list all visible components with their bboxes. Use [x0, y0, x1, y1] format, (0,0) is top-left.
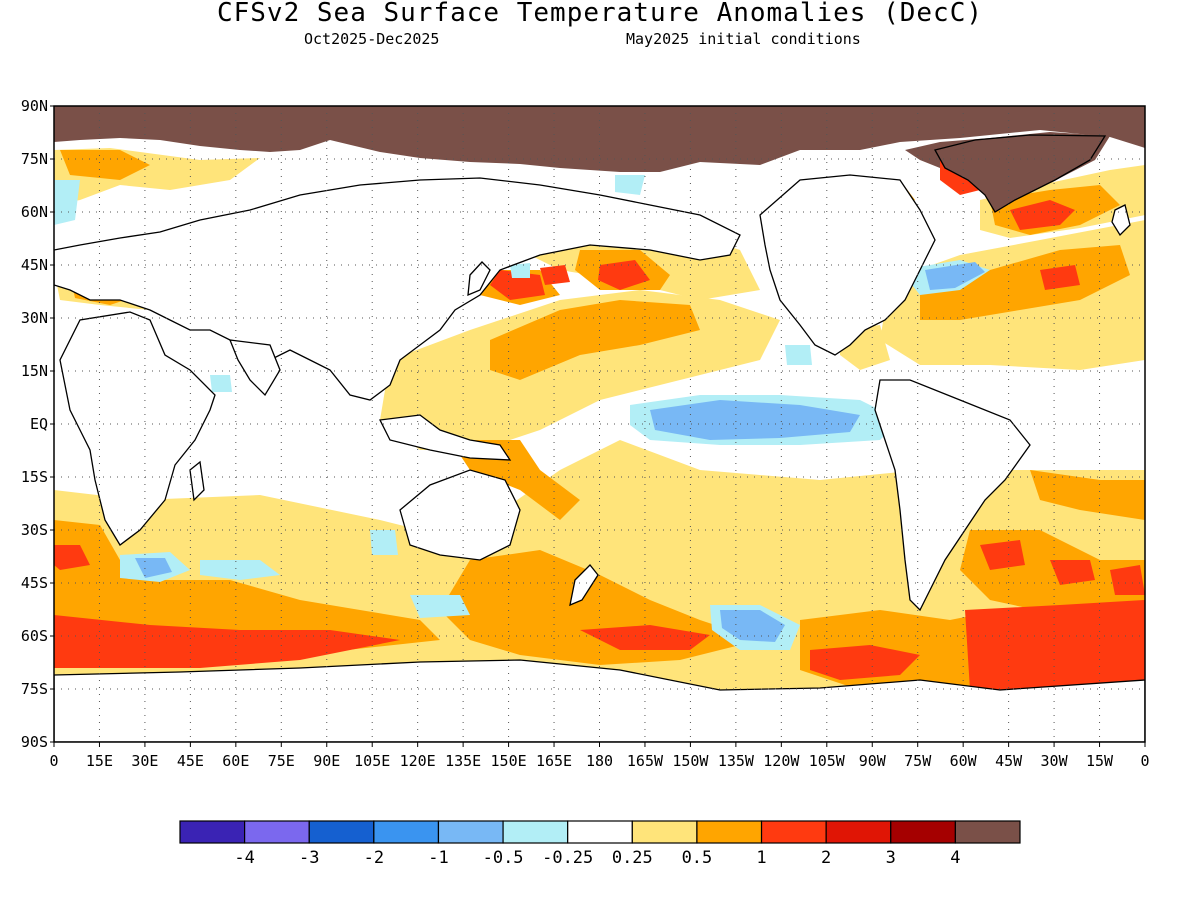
lon-tick-label: 75W	[904, 752, 932, 770]
colorbar-tick-label: -1	[428, 848, 448, 868]
lat-tick-label: 15N	[21, 362, 48, 380]
lon-tick-label: 60W	[950, 752, 978, 770]
colorbar-swatch	[308, 820, 375, 844]
lon-tick-label: 90W	[859, 752, 887, 770]
colorbar-swatch	[760, 820, 827, 844]
lon-tick-label: 105E	[354, 752, 390, 770]
init-subtitle: May2025 initial conditions	[626, 30, 861, 48]
lon-tick-label: 135W	[718, 752, 755, 770]
lon-tick-label: 165E	[536, 752, 572, 770]
lon-tick-label: 45W	[995, 752, 1023, 770]
lat-tick-label: 45N	[21, 256, 48, 274]
lon-tick-label: 30E	[131, 752, 158, 770]
latitude-labels: 90N 75N 60N 45N 30N 15N EQ 15S 30S 45S 60S 75S 90S	[21, 97, 54, 751]
colorbar-tick-label: 0.25	[612, 848, 653, 868]
colorbar-swatch	[825, 820, 892, 844]
colorbar-swatch	[890, 820, 956, 844]
colorbar: -4 -3 -2 -1 -0.5 -0.25 0.25 0.5 1 2 3 4	[179, 820, 1021, 868]
australia-land	[399, 469, 521, 561]
colorbar-tick-label: -0.25	[542, 848, 593, 868]
lat-tick-label: 60N	[21, 203, 48, 221]
lon-tick-label: 105W	[809, 752, 846, 770]
lon-tick-label: 45E	[177, 752, 204, 770]
eurasia-land	[54, 177, 741, 401]
lon-tick-label: 150E	[491, 752, 527, 770]
colorbar-tick-label: 2	[821, 848, 831, 868]
colorbar-tick-label: -3	[299, 848, 319, 868]
colorbar-swatch	[954, 820, 1021, 844]
lon-tick-label: 0	[1140, 752, 1149, 770]
colorbar-swatch	[244, 820, 310, 844]
lat-tick-label: 45S	[21, 574, 48, 592]
lon-tick-label: 60E	[222, 752, 249, 770]
colorbar-tick-label: 1	[756, 848, 766, 868]
lon-tick-label: 150W	[672, 752, 709, 770]
cool-anomalies	[54, 175, 990, 650]
lat-tick-label: 60S	[21, 627, 48, 645]
greenland-outline	[934, 134, 1107, 213]
colorbar-tick-label: 0.5	[682, 848, 713, 868]
lat-tick-label: 90N	[21, 97, 48, 115]
colorbar-swatch	[502, 820, 569, 844]
lat-tick-label: 90S	[21, 733, 48, 751]
graticule	[54, 106, 1145, 742]
japan-land	[467, 261, 491, 297]
colorbar-tick-label: -4	[234, 848, 254, 868]
colorbar-swatch	[179, 820, 246, 844]
colorbar-tick-label: 3	[886, 848, 896, 868]
lon-tick-label: 120E	[400, 752, 436, 770]
lon-tick-label: 15E	[86, 752, 113, 770]
africa-land	[59, 311, 216, 546]
lat-tick-label: 30N	[21, 309, 48, 327]
lat-tick-label: EQ	[30, 415, 48, 433]
lon-tick-label: 165W	[627, 752, 664, 770]
colorbar-swatch	[696, 820, 763, 844]
period-subtitle: Oct2025-Dec2025	[304, 30, 440, 48]
india-land	[228, 339, 281, 397]
colorbar-swatch	[567, 820, 633, 844]
lon-tick-label: 0	[49, 752, 58, 770]
lon-tick-label: 30W	[1041, 752, 1069, 770]
arctic-ice-mask	[54, 106, 1145, 172]
chart-title: CFSv2 Sea Surface Temperature Anomalies …	[216, 0, 984, 28]
colorbar-swatch	[437, 820, 504, 844]
lon-tick-label: 75E	[268, 752, 295, 770]
colorbar-tick-label: 4	[950, 848, 960, 868]
lon-tick-label: 15W	[1086, 752, 1114, 770]
lat-tick-label: 75N	[21, 150, 48, 168]
lon-tick-label: 135E	[445, 752, 481, 770]
colorbar-swatch	[373, 820, 440, 844]
south-america-land	[874, 379, 1031, 612]
lon-tick-label: 90E	[313, 752, 340, 770]
lat-tick-label: 75S	[21, 680, 48, 698]
madagascar-land	[189, 460, 205, 502]
lat-tick-label: 15S	[21, 468, 48, 486]
nz-land	[569, 564, 599, 607]
lon-tick-label: 120W	[763, 752, 800, 770]
colorbar-tick-label: -2	[364, 848, 384, 868]
map-field	[54, 106, 1145, 742]
colorbar-swatch	[631, 820, 698, 844]
sea-islands	[379, 414, 512, 461]
lat-tick-label: 30S	[21, 521, 48, 539]
lon-tick-label: 180	[586, 752, 613, 770]
longitude-labels: 0 15E 30E 45E 60E 75E 90E 105E 120E 135E 150E 165E 1…	[49, 742, 1150, 770]
colorbar-tick-label: -0.5	[483, 848, 524, 868]
north-america-land	[759, 174, 936, 356]
